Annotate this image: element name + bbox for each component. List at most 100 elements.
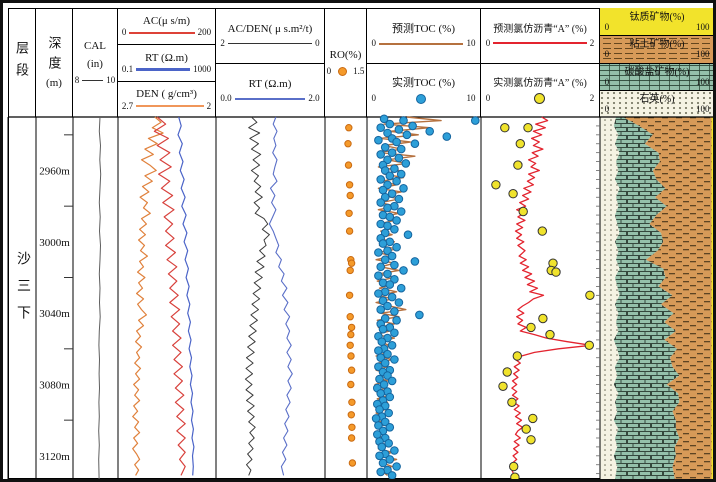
acden-scale: 2 0 xyxy=(220,39,319,48)
mineral-carb-scale-max: 100 xyxy=(695,76,710,87)
toc-measured-dot xyxy=(415,310,424,320)
ro-dot xyxy=(345,291,354,299)
mineral-carb-label: 碳酸盐矿物(%) xyxy=(624,66,690,78)
header-col-ro: RO(%) 0 1.5 xyxy=(325,8,367,117)
toc-measured-dot xyxy=(375,374,384,384)
ro-dot xyxy=(348,398,356,406)
mineral-carb-header: 碳酸盐矿物(%) 0 100 xyxy=(600,62,713,90)
bit-pred-scale: 0 2 xyxy=(485,37,595,48)
bit-pred-scale-max: 2 xyxy=(589,37,595,48)
bitumen-measured-dot xyxy=(551,267,561,277)
acden-scale-min: 2 xyxy=(220,38,225,49)
toc-measured-dot xyxy=(383,301,392,311)
bit-pred-header: 预测氯仿沥青“A” (%) 0 2 xyxy=(481,8,599,63)
depth-label: 3080m xyxy=(39,379,70,391)
toc-measured-dot xyxy=(390,260,399,270)
toc-measured-dot xyxy=(392,242,401,252)
bitumen-measured-dot xyxy=(518,206,528,217)
mineral-clay-scale: 0 100 xyxy=(605,50,710,59)
bit-meas-header: 实测氯仿沥青“A” (%) 0 2 xyxy=(481,63,599,117)
cal-scale-min: 8 xyxy=(74,75,80,86)
bitumen-measured-dot xyxy=(510,472,520,479)
bitumen-measured-dot xyxy=(498,381,508,391)
den-scale-max: 2 xyxy=(206,100,212,111)
ac-scale: 0 200 xyxy=(122,28,211,37)
bit-meas-scale: 0 2 xyxy=(486,92,594,104)
toc-measured-dot xyxy=(390,225,399,234)
toc-measured-dot xyxy=(378,185,388,195)
bitumen-measured-dot xyxy=(507,397,517,407)
bitumen-measured-dot xyxy=(509,461,519,472)
acden-scale-line xyxy=(227,43,313,45)
toc-measured-dot xyxy=(374,271,383,281)
ro-scale-dot-icon xyxy=(337,66,347,76)
toc-pred-label: 预测TOC (%) xyxy=(391,22,456,35)
ro-dot xyxy=(344,161,353,169)
toc-measured-dot xyxy=(380,143,390,152)
rt2-label: RT (Ω.m) xyxy=(248,77,292,90)
toc-measured-dot xyxy=(387,376,397,386)
toc-measured-dot xyxy=(408,121,417,131)
toc-measured-dot xyxy=(394,298,404,307)
ro-dot xyxy=(348,423,356,431)
ro-dot xyxy=(347,411,355,419)
toc-measured-dot xyxy=(383,203,392,213)
acden-scale-max: 0 xyxy=(315,38,320,49)
mineral-carb-scale: 0 100 xyxy=(605,76,710,87)
cal-header: CAL (in) 8 10 xyxy=(73,8,117,117)
mineral-area-quartz xyxy=(600,117,620,479)
mineral-ti-label: 钛质矿物(%) xyxy=(629,11,685,23)
ro-dot xyxy=(347,323,356,332)
toc-measured-dot xyxy=(376,353,386,363)
toc-measured-dot xyxy=(376,198,386,207)
mineral-qtz-label: 石英(%) xyxy=(639,94,675,105)
mineral-ti-scale-max: 100 xyxy=(695,21,710,32)
toc-measured-dot xyxy=(384,408,394,418)
ac-scale-line xyxy=(129,31,195,34)
toc-meas-header: 实测TOC (%) 0 10 xyxy=(367,63,480,117)
toc-measured-dot xyxy=(399,116,408,125)
toc-measured-dot xyxy=(375,405,384,414)
bitumen-measured-dot xyxy=(513,160,523,170)
toc-measured-dot xyxy=(380,166,390,175)
toc-measured-dot xyxy=(379,114,389,124)
toc-pred-scale-line xyxy=(379,42,464,45)
mineral-qtz-scale-min: 0 xyxy=(604,104,610,114)
cal-scale-line xyxy=(82,80,104,82)
cal-scale: 8 10 xyxy=(75,76,115,85)
header-col-cal: CAL (in) 8 10 xyxy=(73,8,118,117)
toc-measured-dot xyxy=(373,430,382,439)
mineral-clay-label: 粘土矿物(%) xyxy=(629,39,685,51)
bitumen-measured-dot xyxy=(521,424,531,434)
toc-measured-dot xyxy=(442,132,452,141)
bitumen-measured-dot xyxy=(515,139,525,149)
toc-measured-dot xyxy=(403,230,413,239)
den-scale: 2.7 2 xyxy=(122,100,212,111)
toc-measured-dot xyxy=(394,153,404,163)
toc-measured-dot xyxy=(380,358,390,368)
rt1-scale-max: 1000 xyxy=(193,64,212,75)
ro-scale: 0 1.5 xyxy=(327,66,364,76)
bitumen-measured-dot xyxy=(545,329,555,340)
ro-dot xyxy=(347,366,356,374)
toc-measured-dot xyxy=(394,194,404,204)
cal-curve xyxy=(98,116,102,479)
toc-measured-dot xyxy=(380,417,390,427)
bitumen-predicted-curve xyxy=(511,116,592,476)
cal-label: CAL xyxy=(84,39,106,52)
mineral-area-titanium xyxy=(711,117,713,479)
ro-dot xyxy=(344,140,352,148)
toc-measured-dot xyxy=(380,314,390,323)
ro-dot xyxy=(346,191,354,200)
rt1-label: RT (Ω.m) xyxy=(145,51,188,64)
toc-measured-dot xyxy=(387,471,397,479)
rt2-scale-min: 0.0 xyxy=(220,93,232,104)
toc-pred-scale-max: 10 xyxy=(466,38,476,49)
toc-measured-dot xyxy=(387,189,397,198)
ro-dot xyxy=(345,124,353,132)
toc-measured-dot xyxy=(377,442,387,452)
bitumen-measured-dot xyxy=(508,189,518,199)
bit-pred-scale-min: 0 xyxy=(485,37,491,48)
toc-measured-dot xyxy=(387,341,397,350)
